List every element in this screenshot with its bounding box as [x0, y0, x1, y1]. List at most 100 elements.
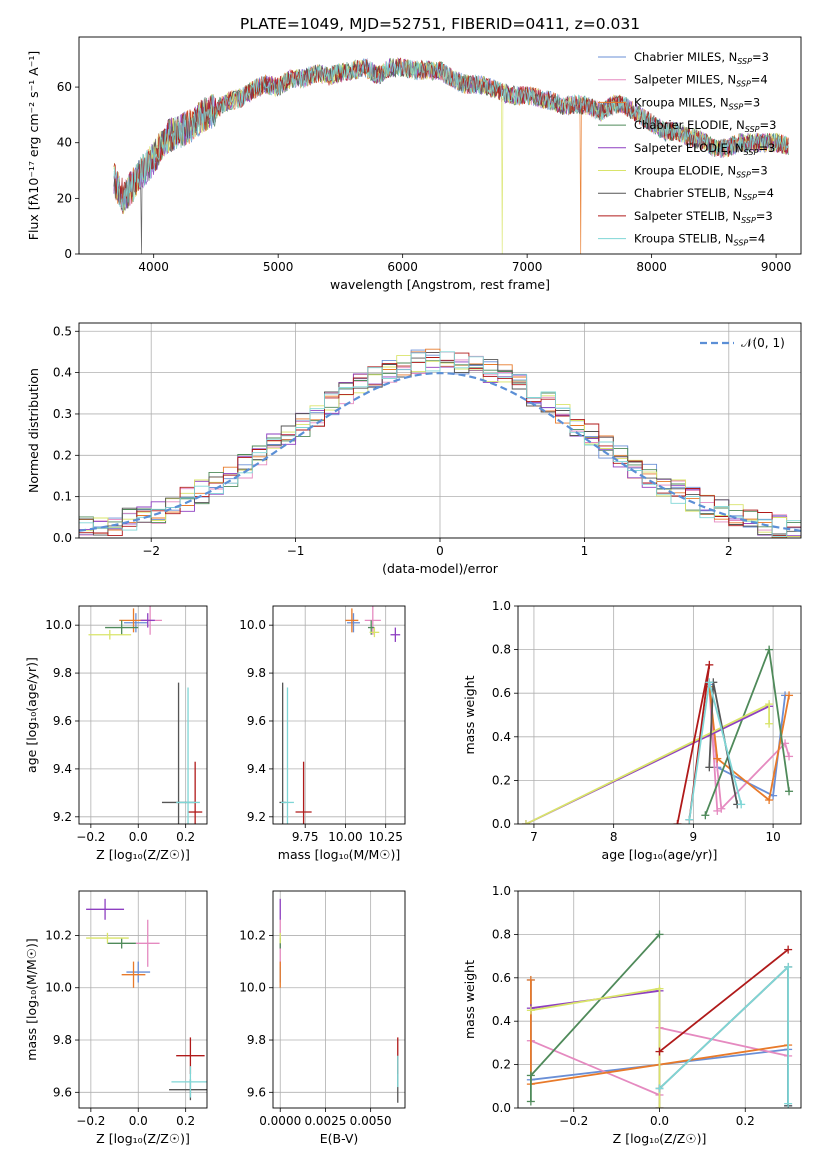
y-tick-label: 0.5: [53, 324, 72, 338]
x-tick-label: 1: [581, 544, 589, 558]
y-tick-label: 40: [57, 136, 72, 150]
y-tick-label: 10.0: [239, 618, 266, 632]
weight-marker-kroupa-elodie: [655, 1104, 664, 1108]
errorbar-point-kroupa-stelib: [176, 687, 200, 824]
x-axis-label: Z [log₁₀(Z/Z☉)]: [613, 1131, 707, 1146]
weight-marker-kroupa-miles: [765, 796, 774, 805]
panel-residuals: −2 −1 0 1 2 0.0 0.1 0.2 0.3 0.4 0.5 (data-model)/er…: [26, 322, 802, 576]
x-tick-label: 0.0000: [259, 1114, 301, 1128]
weight-marker-chabrier-elodie: [526, 1097, 535, 1106]
y-tick-label: 0.2: [492, 773, 511, 787]
legend-label-kroupa-elodie: Kroupa ELODIE, NSSP=3: [634, 164, 768, 180]
y-tick-label: 9.6: [53, 1085, 72, 1099]
weight-marker-chabrier-elodie: [526, 1071, 535, 1080]
axes-frame: [78, 890, 208, 1109]
x-tick-label: 0.2: [176, 1114, 195, 1128]
y-tick-label: 10.0: [45, 981, 72, 995]
x-tick-label: −1: [287, 544, 305, 558]
weight-marker-salpeter-miles: [785, 752, 794, 761]
y-tick-label: 0.8: [492, 643, 511, 657]
y-tick-label: 0.6: [492, 971, 511, 985]
errorbar-point-kroupa-miles: [345, 608, 359, 633]
axes-frame: [78, 322, 802, 539]
weight-marker-kroupa-elodie: [526, 1006, 535, 1015]
legend-label-chabrier-elodie: Chabrier ELODIE, NSSP=3: [634, 118, 776, 134]
errorbar-point-chabrier-miles: [126, 961, 151, 983]
legend-label-salpeter-stelib: Salpeter STELIB, NSSP=3: [634, 209, 773, 225]
y-tick-label: 9.4: [247, 762, 266, 776]
y-tick-label: 0.4: [53, 366, 72, 380]
errorbar-point-chabrier-elodie: [105, 620, 139, 635]
weight-marker-salpeter-stelib: [655, 1047, 664, 1056]
weight-marker-chabrier-elodie: [655, 930, 664, 939]
plot-area-residuals: [79, 323, 801, 538]
legend-label-salpeter-miles: Salpeter MILES, NSSP=4: [634, 73, 768, 89]
x-tick-label: 5000: [263, 260, 294, 274]
y-tick-label: 0: [64, 247, 72, 261]
x-tick-label: 9: [690, 830, 698, 844]
axes-frame: [517, 605, 802, 825]
panel-weight_vs_Z: −0.2 0.0 0.2 0.0 0.2 0.4 0.6 0.8 1.0 Z [log₁₀(Z/Z…: [462, 884, 802, 1146]
x-tick-label: −0.2: [76, 830, 105, 844]
y-tick-label: 20: [57, 191, 72, 205]
weight-marker-salpeter-miles: [717, 804, 726, 813]
weight-marker-kroupa-miles: [785, 691, 794, 700]
spectrum-line-kroupa-stelib: [113, 58, 789, 212]
x-tick-label: 9.75: [292, 830, 319, 844]
x-tick-label: 8: [610, 830, 618, 844]
y-axis-label: mass weight: [462, 960, 477, 1039]
weight-marker-salpeter-stelib: [784, 945, 793, 954]
weight-marker-kroupa-miles: [526, 975, 535, 984]
x-tick-label: 0.0050: [350, 1114, 392, 1128]
errorbar-point-salpeter-miles: [364, 606, 381, 635]
y-axis-label: mass [log₁₀(M/M☉)]: [24, 938, 39, 1060]
plot-area-mass_vs_Z: [79, 891, 207, 1108]
y-tick-label: 0.0: [492, 1101, 511, 1115]
errorbar-point-salpeter-elodie: [86, 898, 125, 920]
errorbar-point-kroupa-elodie: [86, 932, 129, 944]
errorbar-point-salpeter-stelib: [188, 761, 203, 824]
y-axis-label: mass weight: [462, 675, 477, 754]
errorbar-point-kroupa-elodie: [88, 629, 132, 640]
legend: 𝒩(0, 1): [700, 336, 785, 350]
y-tick-label: 1.0: [492, 884, 511, 898]
legend-label-kroupa-miles: Kroupa MILES, NSSP=3: [634, 95, 760, 111]
y-tick-label: 0.0: [492, 817, 511, 831]
y-tick-label: 60: [57, 80, 72, 94]
weight-line-salpeter-stelib: [658, 948, 789, 1053]
legend-label-gaussian: 𝒩(0, 1): [741, 336, 785, 350]
weight-marker-kroupa-elodie: [765, 700, 774, 709]
weight-marker-chabrier-elodie: [701, 811, 710, 820]
panel-mass_vs_ebv: 0.0000 0.0025 0.0050 9.6 9.8 10.0 10.2 E(B-V): [239, 890, 406, 1146]
x-tick-label: 0.2: [176, 830, 195, 844]
axes-frame: [272, 605, 406, 825]
weight-marker-chabrier-elodie: [765, 645, 774, 654]
weight-marker-salpeter-stelib: [705, 660, 714, 669]
y-tick-label: 0.3: [53, 407, 72, 421]
weight-marker-kroupa-stelib: [784, 962, 793, 971]
y-tick-label: 9.2: [247, 810, 266, 824]
x-tick-label: 9000: [761, 260, 792, 274]
x-tick-label: 6000: [387, 260, 418, 274]
errorbar-point-kroupa-elodie: [369, 627, 380, 638]
plot-area-weight_vs_Z: [518, 891, 801, 1108]
y-tick-label: 10.2: [239, 928, 266, 942]
y-tick-label: 1.0: [492, 599, 511, 613]
x-tick-label: 10: [765, 830, 780, 844]
y-tick-label: 10.2: [45, 928, 72, 942]
errorbar-point-chabrier-miles: [347, 613, 360, 633]
y-tick-label: 0.6: [492, 686, 511, 700]
axes-frame: [272, 890, 406, 1109]
weight-marker-kroupa-stelib: [705, 678, 714, 687]
y-tick-label: 9.8: [53, 666, 72, 680]
x-tick-label: 0.0: [129, 1114, 148, 1128]
x-axis-label: Z [log₁₀(Z/Z☉)]: [96, 847, 190, 862]
plot-area-spectrum: [113, 56, 789, 254]
y-tick-label: 0.1: [53, 490, 72, 504]
panel-age_vs_Z: −0.2 0.0 0.2 9.2 9.4 9.6 9.8 10.0 Z [log₁₀(Z/Z☉)…: [24, 605, 208, 862]
y-axis-label: Normed distribution: [26, 368, 41, 493]
x-axis-label: (data-model)/error: [382, 561, 499, 576]
y-tick-label: 9.8: [247, 666, 266, 680]
x-tick-label: 0.0: [129, 830, 148, 844]
